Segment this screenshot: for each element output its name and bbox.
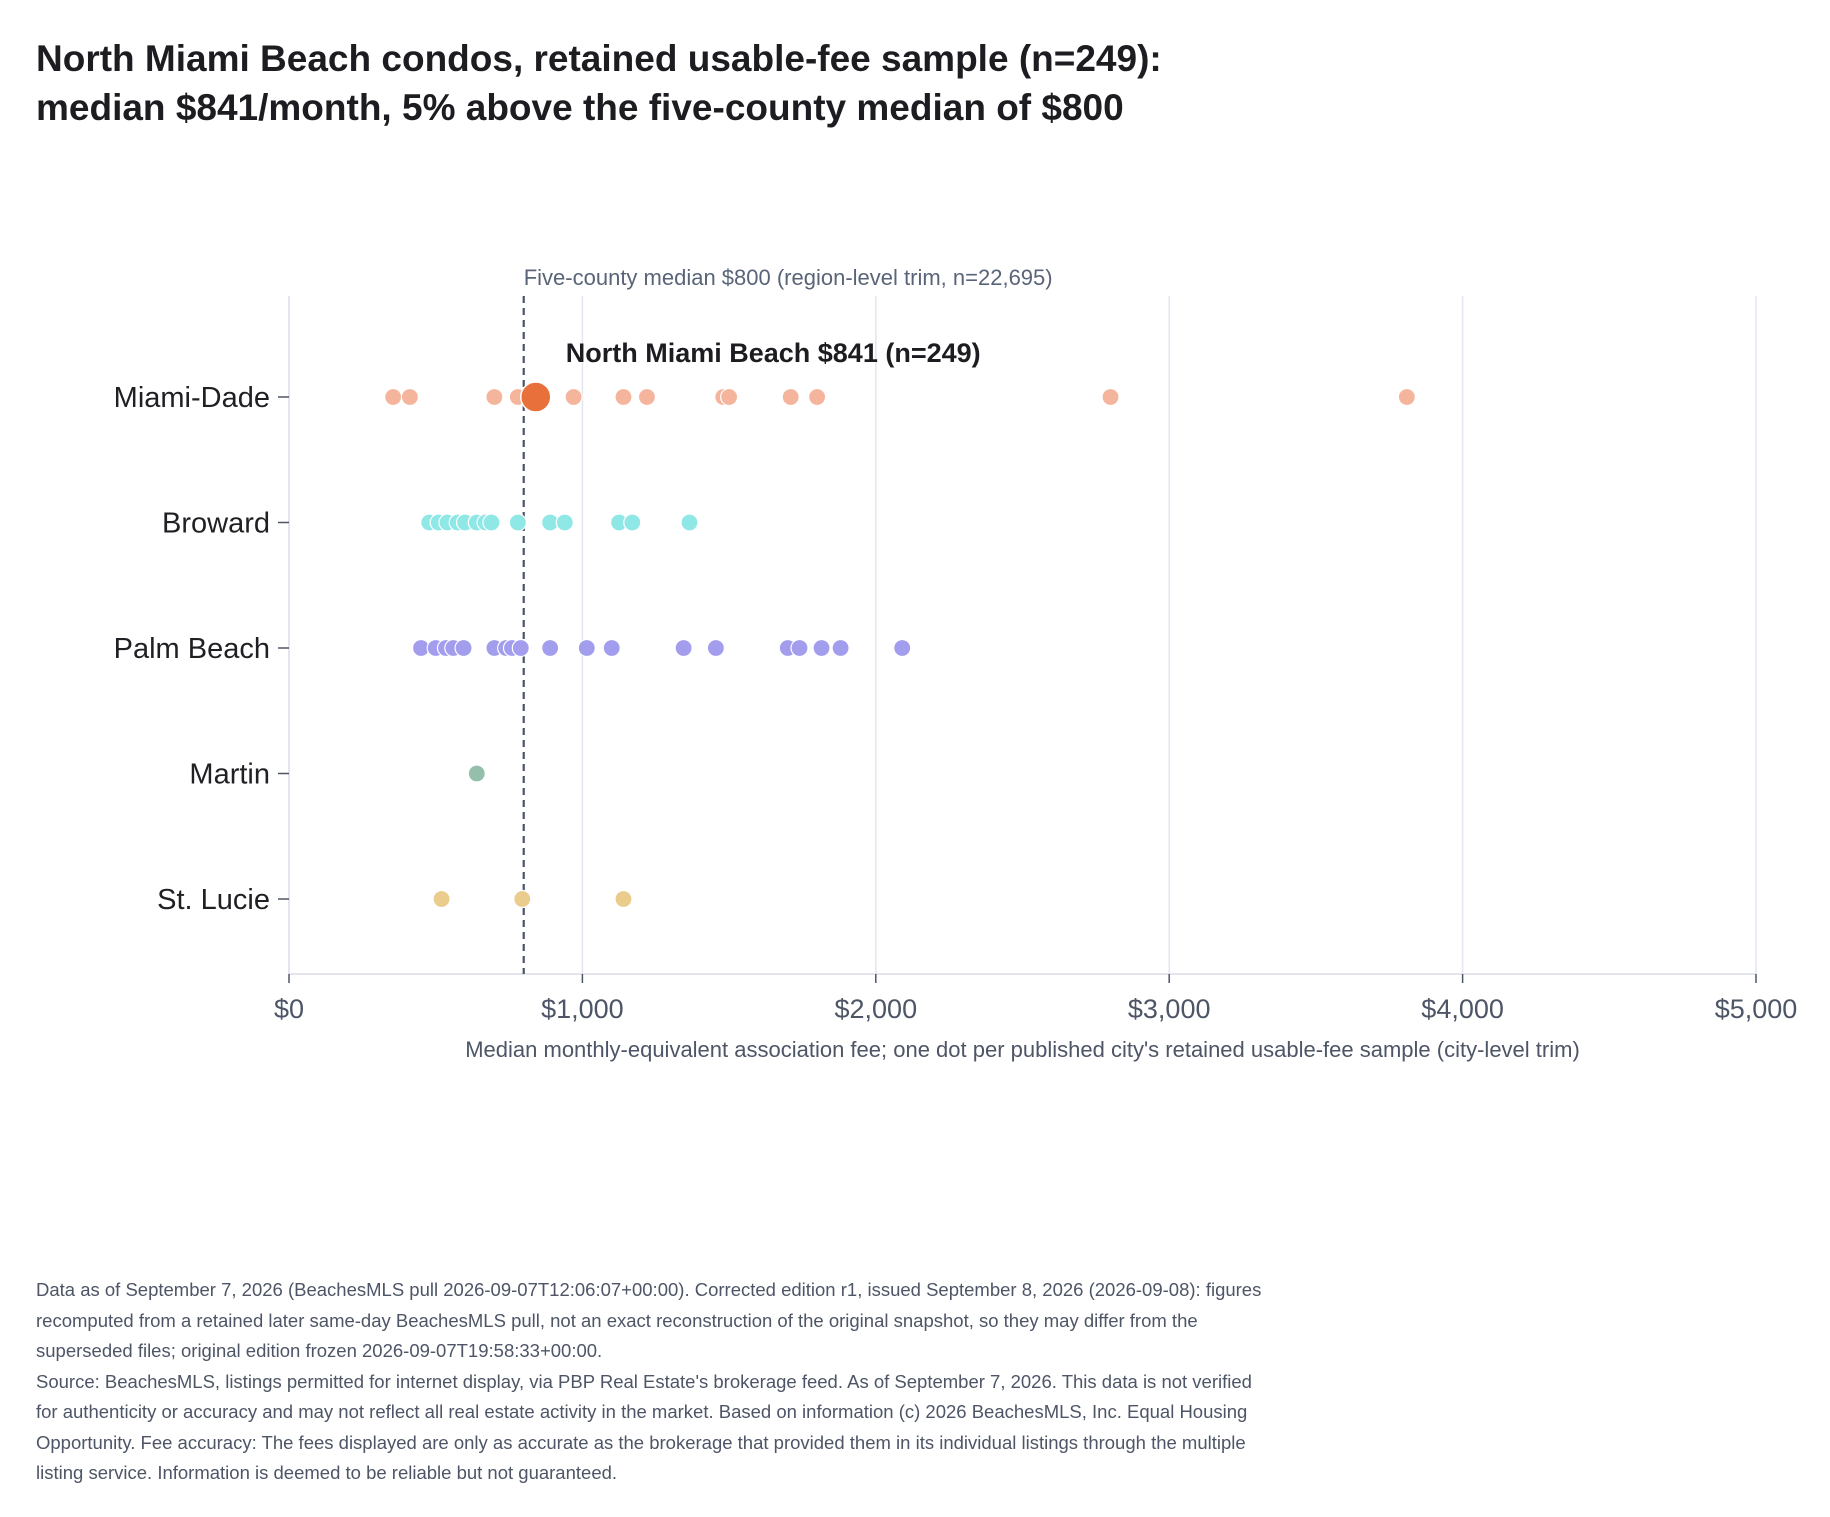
y-tick-label-palm-beach: Palm Beach bbox=[114, 633, 270, 665]
highlight-dot-north-miami-beach bbox=[519, 381, 552, 413]
dot-st-lucie bbox=[614, 889, 633, 909]
dot-miami-dade bbox=[614, 387, 633, 407]
dot-miami-dade bbox=[1397, 387, 1416, 407]
footnote-line: listing service. Information is deemed t… bbox=[36, 1462, 618, 1483]
x-axis-label: Median monthly-equivalent association fe… bbox=[465, 1037, 1580, 1062]
y-tick-label-broward: Broward bbox=[162, 508, 270, 540]
dot-broward bbox=[623, 513, 642, 532]
dot-palm-beach bbox=[577, 638, 596, 658]
dot-miami-dade bbox=[485, 387, 504, 407]
footnote-line: Data as of September 7, 2026 (BeachesMLS… bbox=[36, 1279, 1262, 1300]
dot-st-lucie bbox=[432, 889, 451, 909]
dot-palm-beach bbox=[541, 638, 560, 658]
dot-miami-dade bbox=[384, 387, 403, 407]
grid-lines bbox=[581, 296, 1757, 974]
y-tick-label-martin: Martin bbox=[189, 759, 270, 791]
x-tick-label: $5,000 bbox=[1715, 994, 1798, 1024]
footnote-line: superseded files; original edition froze… bbox=[36, 1340, 603, 1361]
footnote-line: Source: BeachesMLS, listings permitted f… bbox=[36, 1370, 1252, 1392]
dot-miami-dade bbox=[400, 387, 419, 407]
dot-miami-dade bbox=[637, 387, 657, 407]
dot-palm-beach bbox=[812, 638, 831, 658]
chart-title-line-1: North Miami Beach condos, retained usabl… bbox=[36, 38, 1162, 79]
dot-martin bbox=[467, 764, 486, 783]
five-county-median-label: Five-county median $800 (region-level tr… bbox=[524, 265, 1053, 290]
footnote-line: Opportunity. Fee accuracy: The fees disp… bbox=[36, 1431, 1246, 1453]
dot-broward bbox=[482, 513, 501, 532]
chart-title: North Miami Beach condos, retained usabl… bbox=[36, 34, 1736, 132]
footnotes: Data as of September 7, 2026 (BeachesMLS… bbox=[36, 1275, 1396, 1489]
footnote-line: for authenticity or accuracy and may not… bbox=[36, 1401, 1248, 1422]
x-tick-labels: $0 $1,000 $2,000 $3,000 $4,000 $5,000 bbox=[274, 974, 1797, 1024]
dot-palm-beach bbox=[511, 638, 530, 658]
dot-miami-dade bbox=[564, 387, 583, 407]
y-tick-label-miami-dade: Miami-Dade bbox=[114, 382, 270, 414]
axes bbox=[288, 296, 1756, 975]
dot-palm-beach bbox=[893, 638, 912, 658]
dot-broward bbox=[680, 513, 699, 532]
footnote-line: recomputed from a retained later same-da… bbox=[36, 1309, 1198, 1331]
dot-palm-beach bbox=[831, 638, 850, 658]
dot-palm-beach bbox=[790, 638, 809, 658]
dot-palm-beach bbox=[674, 638, 693, 658]
highlight-label: North Miami Beach $841 (n=249) bbox=[566, 338, 981, 368]
data-points bbox=[384, 387, 1416, 909]
dot-palm-beach bbox=[706, 638, 725, 658]
chart-title-line-2: median $841/month, 5% above the five-cou… bbox=[36, 87, 1124, 128]
dot-palm-beach bbox=[602, 638, 621, 658]
dot-miami-dade bbox=[1101, 387, 1120, 407]
dot-broward bbox=[555, 513, 574, 532]
y-tick-label-st-lucie: St. Lucie bbox=[157, 884, 270, 916]
dot-palm-beach bbox=[454, 638, 473, 658]
dot-miami-dade bbox=[719, 387, 739, 407]
x-tick-label: $4,000 bbox=[1421, 994, 1504, 1024]
x-tick-label: $1,000 bbox=[541, 994, 624, 1024]
y-tick-labels: Miami-Dade Broward Palm Beach Martin St. Luc… bbox=[114, 382, 289, 916]
x-tick-label: $3,000 bbox=[1128, 994, 1211, 1024]
dot-miami-dade bbox=[808, 387, 827, 407]
strip-chart: Miami-Dade Broward Palm Beach Martin St. Luc… bbox=[114, 265, 1798, 1062]
x-tick-label: $0 bbox=[274, 994, 304, 1024]
dot-miami-dade bbox=[781, 387, 800, 407]
dot-st-lucie bbox=[513, 889, 532, 909]
x-tick-label: $2,000 bbox=[835, 994, 918, 1024]
dot-broward bbox=[508, 513, 527, 532]
